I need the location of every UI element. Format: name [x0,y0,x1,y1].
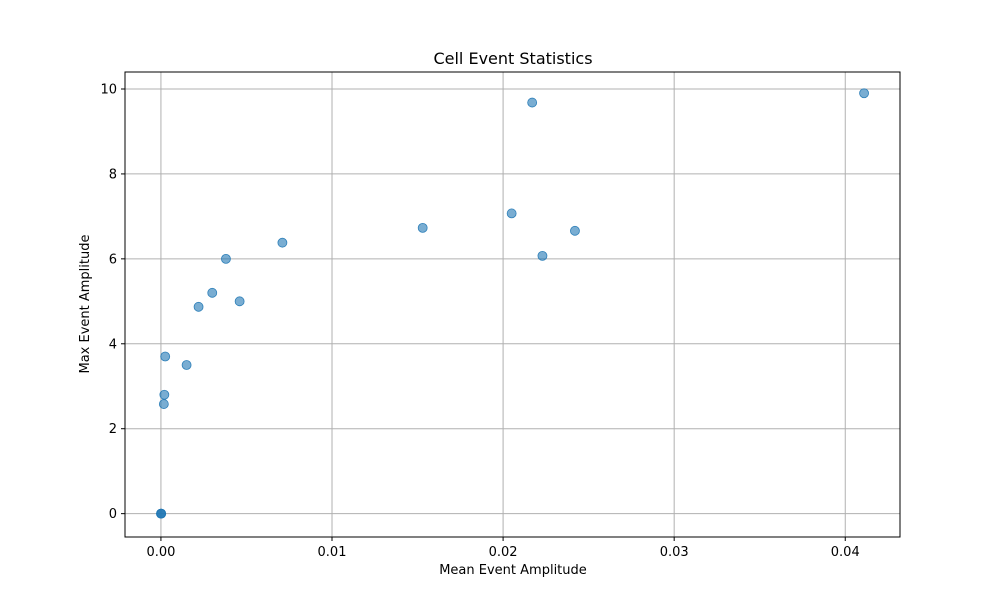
data-point [277,237,288,248]
data-point [417,222,428,233]
x-tick-label: 0.04 [831,545,860,560]
y-axis-label: Max Event Amplitude [78,234,93,373]
y-tick-label: 0 [109,507,117,522]
plot-area-frame [124,71,901,538]
x-tick-label: 0.00 [146,545,175,560]
data-point [156,508,167,519]
x-tick-label: 0.01 [318,545,347,560]
data-point [181,360,192,370]
data-point [570,225,580,236]
x-axis-label: Mean Event Amplitude [439,563,587,578]
data-point [160,351,171,362]
x-tick-label: 0.03 [660,545,689,560]
data-point [527,97,538,108]
data-points [156,88,869,519]
y-axis-ticks: 0 2 4 6 8 10 [100,82,125,522]
data-point [207,287,218,298]
data-point [159,389,170,400]
data-point [234,296,245,307]
data-point [221,253,231,264]
x-axis-ticks: 0.00 0.01 0.02 0.03 0.04 [146,537,860,560]
y-tick-label: 10 [100,82,117,97]
y-tick-label: 2 [109,422,117,437]
data-point [158,399,169,409]
data-point [506,208,517,219]
data-point [193,301,204,312]
data-point [537,250,548,261]
data-point [859,88,869,99]
y-tick-label: 8 [109,167,117,182]
y-tick-label: 6 [109,252,117,267]
y-tick-label: 4 [109,337,117,352]
grid [125,72,900,537]
chart-title: Cell Event Statistics [433,49,592,68]
x-tick-label: 0.02 [489,545,518,560]
